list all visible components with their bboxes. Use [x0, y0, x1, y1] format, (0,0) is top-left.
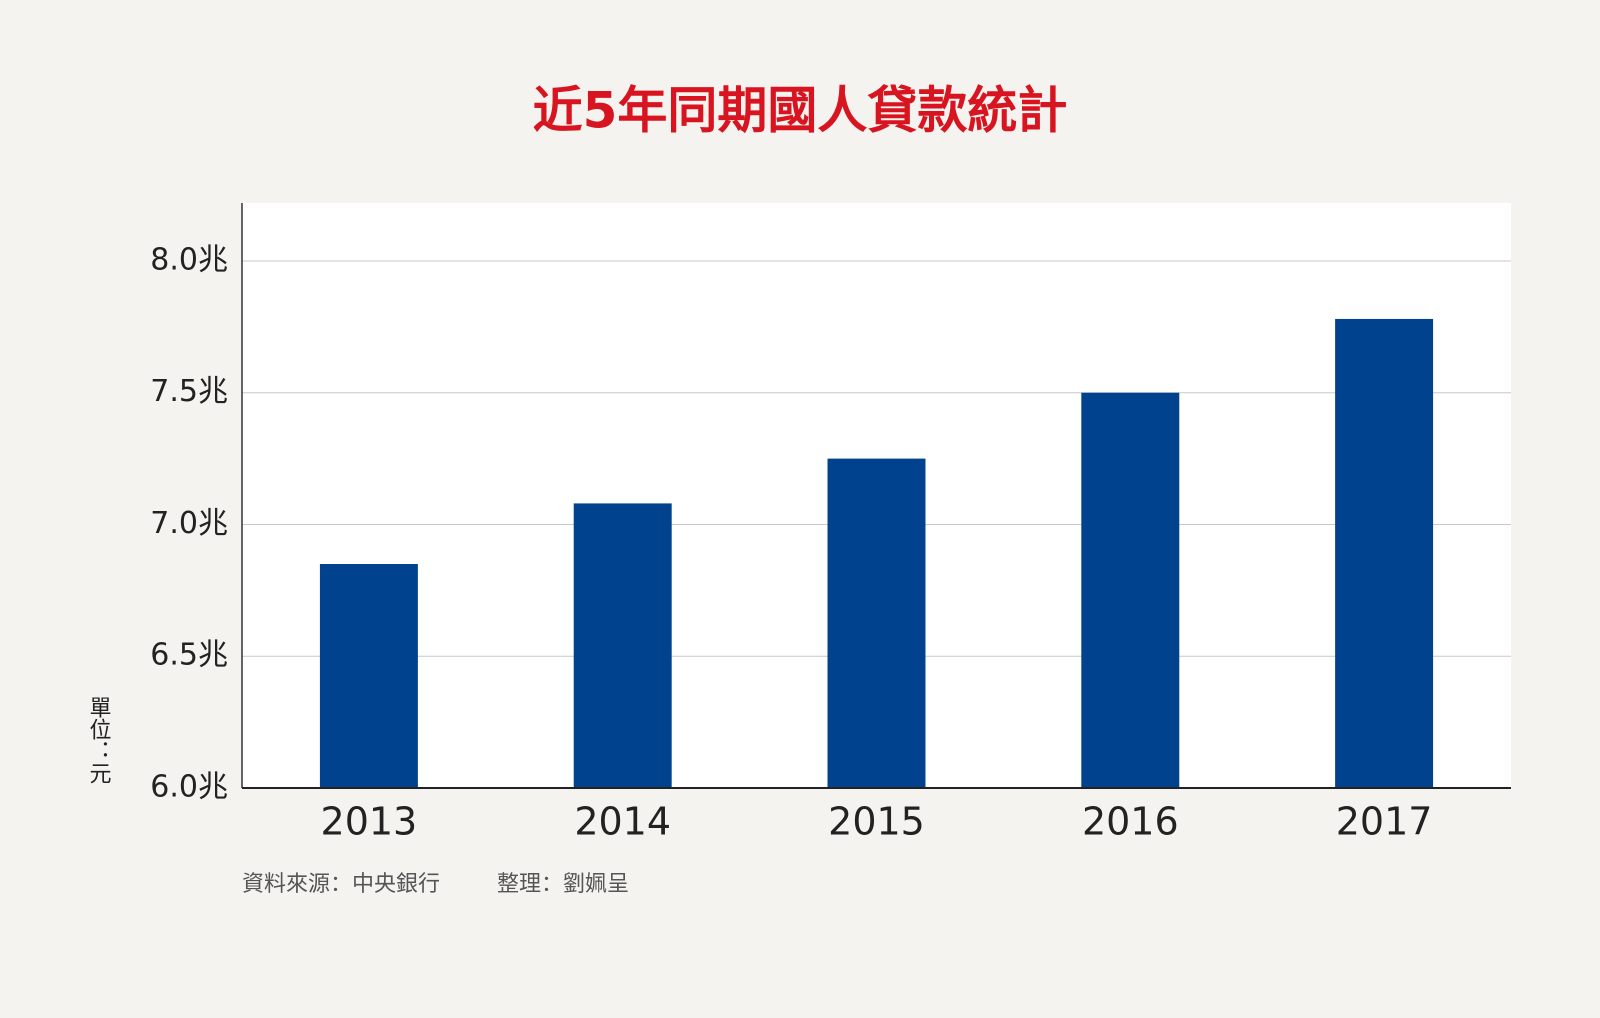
bar [1335, 318, 1434, 788]
x-tick-label: 2013 [321, 800, 418, 844]
bar [319, 564, 418, 788]
y-tick-label: 6.0兆 [150, 770, 228, 805]
y-unit-label: 單位：元 [86, 696, 112, 784]
x-tick-label: 2015 [828, 800, 925, 844]
y-tick-label: 8.0兆 [150, 242, 228, 277]
y-tick-label: 7.5兆 [150, 374, 228, 409]
bar [827, 458, 926, 788]
x-tick-label: 2017 [1336, 800, 1433, 844]
x-tick-label: 2014 [574, 800, 671, 844]
chart-title: 近5年同期國人貸款統計 [533, 82, 1068, 140]
source-note: 資料來源：中央銀行 [242, 872, 440, 897]
bar [573, 503, 672, 788]
bar [1081, 392, 1180, 788]
y-tick-label: 6.5兆 [150, 638, 228, 673]
y-tick-label: 7.0兆 [150, 506, 228, 541]
credit-note: 整理：劉姵呈 [497, 872, 629, 897]
x-tick-label: 2016 [1082, 800, 1179, 844]
